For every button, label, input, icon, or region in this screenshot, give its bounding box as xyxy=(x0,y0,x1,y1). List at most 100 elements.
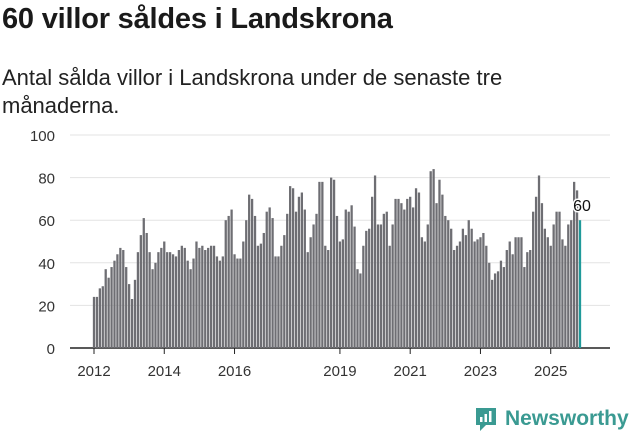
bar xyxy=(441,194,444,348)
bar xyxy=(493,273,497,348)
bar xyxy=(482,232,485,348)
bar xyxy=(485,245,488,348)
bar xyxy=(274,256,277,348)
bar xyxy=(567,224,570,348)
bar xyxy=(330,177,333,348)
bar xyxy=(209,245,213,348)
bar xyxy=(400,203,403,348)
bar xyxy=(236,258,239,348)
bar xyxy=(201,245,204,348)
bar xyxy=(540,203,544,348)
bar xyxy=(573,181,576,348)
bar-highlight xyxy=(578,220,582,348)
bar xyxy=(271,218,274,348)
bar xyxy=(388,245,391,348)
bar xyxy=(265,211,268,348)
bar xyxy=(101,286,104,348)
bar xyxy=(253,215,257,348)
bar xyxy=(382,213,385,348)
bar xyxy=(163,241,166,348)
bar xyxy=(207,247,210,348)
bar xyxy=(365,230,368,348)
bar xyxy=(315,213,318,348)
bar xyxy=(564,245,567,348)
y-tick-label: 40 xyxy=(38,256,55,273)
bar xyxy=(327,250,330,348)
bar xyxy=(242,241,245,348)
bar xyxy=(300,192,304,348)
bar xyxy=(394,198,397,348)
chart-title: 60 villor såldes i Landskrona xyxy=(2,3,393,35)
bar xyxy=(186,260,189,348)
bar xyxy=(403,209,406,348)
bar xyxy=(532,211,535,348)
bar xyxy=(543,228,547,348)
bar xyxy=(198,247,201,348)
bar xyxy=(133,279,137,348)
bar xyxy=(447,220,450,348)
bar xyxy=(297,196,301,348)
bar xyxy=(356,269,359,348)
bar xyxy=(312,224,315,348)
bar xyxy=(397,198,400,348)
bar xyxy=(119,247,122,348)
bar xyxy=(332,179,336,348)
highlight-value-label: 60 xyxy=(573,198,591,215)
bar xyxy=(514,237,517,348)
x-tick-label: 2023 xyxy=(464,363,497,380)
bar xyxy=(529,250,532,348)
bar xyxy=(221,256,224,348)
bar xyxy=(450,228,453,348)
bar xyxy=(230,209,233,348)
bar xyxy=(455,245,459,348)
bar xyxy=(470,228,473,348)
bar xyxy=(379,224,383,348)
bar xyxy=(218,260,222,348)
bar xyxy=(335,215,339,348)
bar xyxy=(166,252,169,348)
newsworthy-logo-icon xyxy=(476,408,496,431)
bar xyxy=(555,211,558,348)
bar xyxy=(268,207,271,348)
bar xyxy=(195,241,198,348)
bar xyxy=(391,224,394,348)
brand-name: Newsworthy xyxy=(505,407,629,430)
bar xyxy=(420,237,424,348)
bar xyxy=(122,250,125,348)
bar xyxy=(505,250,508,348)
bar xyxy=(145,232,148,348)
bar xyxy=(98,288,101,348)
bar xyxy=(177,250,181,348)
bar xyxy=(344,209,347,348)
bar xyxy=(417,192,421,348)
bar xyxy=(452,250,456,348)
y-tick-label: 60 xyxy=(38,213,55,230)
bar xyxy=(116,254,119,348)
bar xyxy=(464,235,467,348)
bar xyxy=(458,241,462,348)
bar xyxy=(227,215,230,348)
bar xyxy=(511,254,514,348)
bar xyxy=(461,228,465,348)
y-tick-label: 0 xyxy=(47,341,55,358)
bar xyxy=(353,226,356,348)
bar xyxy=(423,241,426,348)
bar xyxy=(429,171,432,348)
bar xyxy=(142,218,145,348)
bar xyxy=(321,181,324,348)
bar xyxy=(473,241,476,348)
bar xyxy=(125,267,128,348)
bar xyxy=(233,254,236,348)
bar xyxy=(148,252,151,348)
bar xyxy=(479,237,482,348)
bar xyxy=(280,245,283,348)
bar xyxy=(435,203,438,348)
bar xyxy=(496,271,500,348)
bar xyxy=(224,220,227,348)
bar xyxy=(283,235,286,348)
bar xyxy=(570,220,573,348)
bar xyxy=(438,179,441,348)
bar xyxy=(204,250,207,348)
bar xyxy=(180,245,183,348)
bar xyxy=(491,279,494,348)
